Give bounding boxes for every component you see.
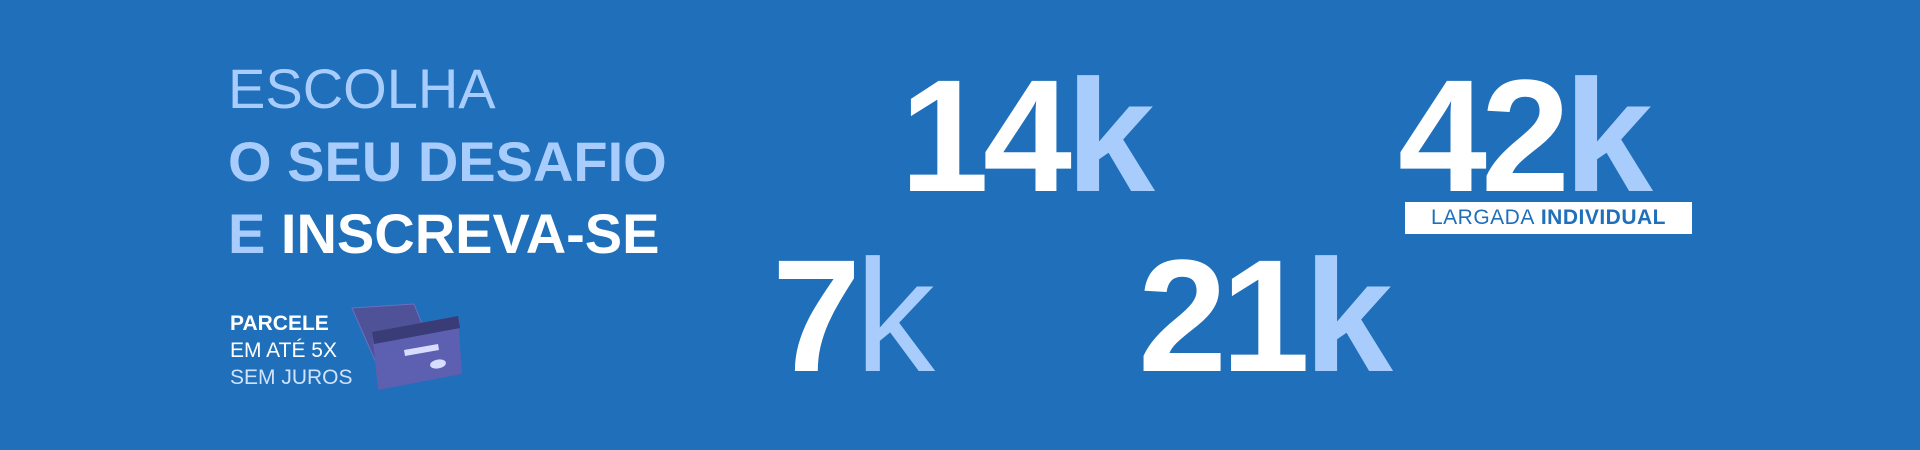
distance-unit: k	[1303, 226, 1393, 405]
credit-card-icon	[351, 303, 462, 390]
distance-42k[interactable]: 42k	[1398, 56, 1653, 216]
distance-14k[interactable]: 14k	[900, 56, 1155, 216]
installment-info: PARCELE EM ATÉ 5X SEM JUROS	[230, 310, 353, 391]
installment-line-1: PARCELE	[230, 312, 329, 335]
distance-21k[interactable]: 21k	[1138, 236, 1393, 396]
distance-7k[interactable]: 7k	[772, 236, 935, 396]
distance-number: 14	[900, 46, 1072, 225]
headline-line-1: ESCOLHA	[228, 57, 496, 120]
distance-number: 21	[1138, 226, 1310, 405]
headline-accent-letter: E	[228, 202, 266, 265]
distance-number: 42	[1398, 46, 1570, 225]
distance-unit: k	[854, 226, 935, 405]
largada-individual-badge: LARGADA INDIVIDUAL	[1405, 202, 1692, 234]
headline-line-3: E INSCREVA-SE	[228, 198, 667, 270]
headline-line-2: O SEU DESAFIO	[228, 130, 667, 193]
badge-regular-text: LARGADA	[1430, 206, 1535, 229]
headline: ESCOLHA O SEU DESAFIO E INSCREVA-SE	[228, 58, 667, 270]
installment-line-2: EM ATÉ 5X	[230, 339, 337, 362]
badge-bold-text: INDIVIDUAL	[1540, 206, 1667, 229]
distance-unit: k	[1065, 46, 1155, 225]
distance-unit: k	[1563, 46, 1653, 225]
installment-line-3: SEM JUROS	[230, 366, 353, 389]
distance-number: 7	[772, 226, 861, 405]
headline-line-3-rest: INSCREVA-SE	[280, 202, 660, 265]
